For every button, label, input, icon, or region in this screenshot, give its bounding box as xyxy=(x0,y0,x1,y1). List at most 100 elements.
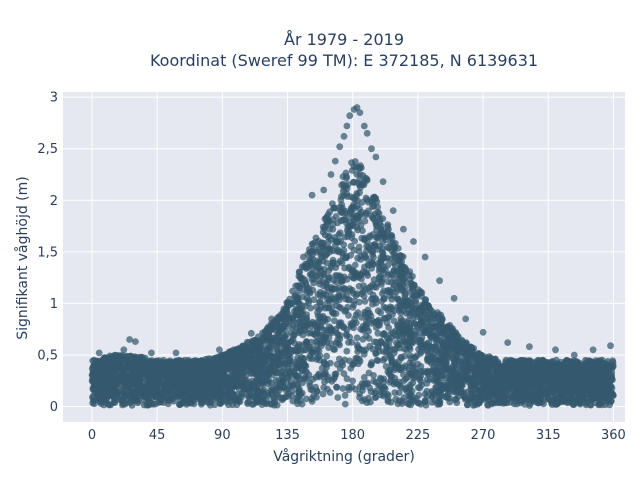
scatter-point xyxy=(474,400,481,408)
scatter-point xyxy=(365,369,373,377)
scatter-point xyxy=(417,363,425,370)
scatter-point xyxy=(485,369,492,377)
scatter-point xyxy=(328,303,336,310)
scatter-point xyxy=(421,342,429,350)
scatter-point xyxy=(307,304,314,312)
scatter-point xyxy=(351,237,359,245)
scatter-point xyxy=(339,187,347,195)
scatter-point xyxy=(501,366,509,374)
scatter-point xyxy=(292,372,300,380)
scatter-point xyxy=(446,327,454,335)
scatter-point xyxy=(526,402,533,409)
scatter-point xyxy=(272,390,280,398)
scatter-point xyxy=(290,332,297,340)
scatter-point xyxy=(479,374,487,382)
scatter-point xyxy=(322,214,330,222)
scatter-point xyxy=(397,273,404,281)
scatter-point xyxy=(353,341,361,349)
scatter-point xyxy=(476,384,484,392)
scatter-point xyxy=(333,302,341,310)
scatter-point xyxy=(452,395,460,403)
scatter-point xyxy=(224,352,232,360)
scatter-point xyxy=(306,379,313,387)
scatter-point xyxy=(271,364,278,372)
scatter-point xyxy=(254,398,261,406)
scatter-point xyxy=(270,334,278,342)
scatter-point xyxy=(331,373,339,381)
scatter-point xyxy=(420,303,427,310)
scatter-point xyxy=(324,245,332,253)
scatter-point xyxy=(339,385,347,392)
scatter-point xyxy=(402,375,410,383)
scatter-point xyxy=(394,295,401,303)
scatter-point xyxy=(309,255,316,263)
scatter-point xyxy=(406,352,414,359)
scatter-point xyxy=(283,352,291,360)
scatter-point xyxy=(381,355,389,362)
scatter-point xyxy=(384,221,392,229)
scatter-point xyxy=(508,371,516,379)
scatter-point xyxy=(173,384,181,391)
scatter-point xyxy=(388,355,395,363)
scatter-point xyxy=(128,378,135,386)
scatter-point xyxy=(424,352,432,360)
scatter-point xyxy=(336,272,344,280)
scatter-point xyxy=(276,322,284,330)
scatter-point xyxy=(359,336,367,343)
scatter-point xyxy=(598,372,605,380)
scatter-point xyxy=(289,387,296,395)
scatter-point xyxy=(406,359,414,367)
scatter-point xyxy=(343,375,351,383)
scatter-point xyxy=(472,394,479,402)
scatter-point xyxy=(510,365,518,373)
scatter-point xyxy=(125,371,133,379)
scatter-point xyxy=(248,377,256,385)
scatter-point xyxy=(457,358,465,366)
scatter-point xyxy=(374,203,381,211)
scatter-point xyxy=(356,164,363,172)
scatter-point xyxy=(415,399,423,407)
scatter-point xyxy=(284,299,292,307)
scatter-point xyxy=(190,395,198,402)
scatter-point xyxy=(329,216,337,224)
scatter-point xyxy=(275,360,282,367)
scatter-point xyxy=(368,247,376,255)
scatter-point xyxy=(205,385,212,393)
scatter-point xyxy=(539,367,547,375)
scatter-point xyxy=(302,395,310,403)
scatter-point xyxy=(303,314,311,322)
scatter-point xyxy=(436,355,444,363)
scatter-point xyxy=(370,377,378,385)
scatter-point xyxy=(537,393,544,400)
scatter-point xyxy=(198,377,206,385)
scatter-point xyxy=(527,382,535,390)
scatter-point xyxy=(356,390,364,397)
scatter-point xyxy=(417,373,425,380)
scatter-point xyxy=(320,359,328,367)
scatter-point xyxy=(383,344,391,352)
scatter-point xyxy=(324,385,331,393)
scatter-point xyxy=(350,324,357,332)
scatter-point xyxy=(357,222,365,229)
scatter-point xyxy=(299,274,306,282)
scatter-point xyxy=(578,372,585,380)
scatter-point xyxy=(331,346,338,353)
scatter-point xyxy=(499,400,507,407)
scatter-point xyxy=(424,370,432,378)
scatter-point xyxy=(339,361,347,369)
scatter-point xyxy=(131,390,139,398)
scatter-point xyxy=(393,380,401,388)
scatter-point xyxy=(336,207,344,215)
scatter-point xyxy=(402,283,409,291)
scatter-point xyxy=(348,383,356,391)
scatter-point xyxy=(404,317,412,325)
scatter-point xyxy=(351,158,359,165)
scatter-point xyxy=(375,267,383,275)
scatter-point xyxy=(356,205,363,213)
scatter-point xyxy=(299,367,306,375)
scatter-point xyxy=(384,392,392,400)
scatter-point xyxy=(216,399,224,407)
scatter-point xyxy=(444,386,452,393)
scatter-point xyxy=(313,303,320,311)
scatter-point xyxy=(364,262,372,269)
